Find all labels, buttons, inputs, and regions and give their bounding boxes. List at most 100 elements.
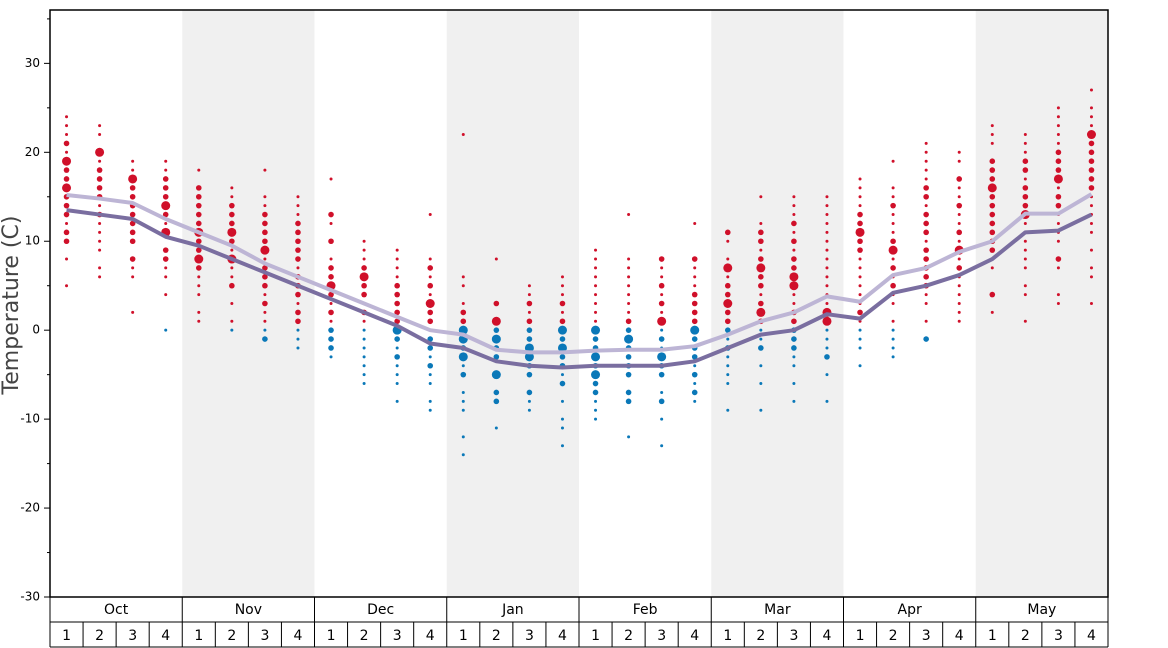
temperature-dot (691, 336, 698, 342)
temperature-dot (888, 245, 898, 255)
temperature-dot (890, 202, 896, 209)
temperature-dot (923, 247, 929, 253)
temperature-dot (924, 150, 928, 154)
temperature-dot (295, 238, 301, 245)
temperature-dot (491, 334, 501, 344)
temperature-dot (691, 318, 698, 325)
temperature-dot (1089, 106, 1093, 110)
week-label: 2 (95, 628, 104, 644)
temperature-dot (295, 318, 301, 325)
temperature-dot (230, 195, 234, 199)
temperature-dot (164, 328, 168, 332)
temperature-dot (458, 352, 468, 362)
temperature-dot (129, 211, 136, 218)
temperature-dot (62, 183, 72, 193)
temperature-dot (1056, 106, 1060, 110)
temperature-dot (691, 256, 698, 262)
temperature-dot (591, 370, 601, 380)
temperature-dot (394, 291, 400, 298)
temperature-dot (625, 398, 632, 405)
temperature-dot (858, 346, 862, 350)
y-tick-label: 30 (25, 56, 40, 70)
temperature-dot (164, 168, 168, 172)
temperature-dot (789, 272, 799, 282)
temperature-dot (691, 354, 698, 360)
temperature-dot (524, 352, 534, 362)
temperature-dot (461, 435, 465, 439)
temperature-dot (1022, 158, 1029, 164)
temperature-dot (924, 302, 928, 305)
temperature-dot (989, 167, 996, 173)
temperature-dot (792, 213, 796, 217)
temperature-dot (858, 284, 862, 288)
temperature-dot (262, 300, 268, 307)
temperature-dot (96, 176, 103, 182)
temperature-dot (1089, 302, 1093, 305)
temperature-dot (362, 364, 366, 368)
temperature-dot (329, 355, 333, 359)
temperature-dot (296, 266, 300, 270)
temperature-dot (524, 343, 534, 353)
temperature-dot (460, 309, 467, 316)
temperature-dot (296, 213, 300, 217)
temperature-dot (957, 284, 961, 288)
temperature-dot (295, 229, 301, 236)
temperature-dot (461, 133, 465, 137)
temperature-dot (957, 239, 961, 243)
temperature-dot (162, 185, 169, 191)
temperature-dot (262, 265, 268, 271)
temperature-dot (65, 284, 69, 288)
temperature-dot (758, 282, 764, 289)
temperature-dot (295, 220, 301, 227)
temperature-dot (759, 382, 763, 386)
temperature-dot (625, 318, 632, 325)
temperature-dot (161, 201, 171, 211)
month-label: Oct (104, 602, 129, 618)
week-label: 1 (988, 628, 997, 644)
temperature-dot (858, 328, 862, 332)
temperature-dot (359, 272, 369, 282)
temperature-dot (1023, 266, 1027, 270)
temperature-dot (164, 293, 168, 297)
temperature-dot (131, 310, 135, 314)
temperature-dot (957, 302, 961, 305)
temperature-dot (1023, 141, 1027, 145)
temperature-dot (195, 211, 202, 218)
temperature-dot (1023, 248, 1027, 252)
temperature-dot (98, 133, 102, 137)
temperature-dot (560, 373, 564, 377)
temperature-dot (627, 213, 631, 217)
temperature-dot (63, 167, 70, 173)
temperature-dot (164, 159, 168, 163)
temperature-dot (526, 318, 533, 325)
temperature-dot (858, 319, 862, 323)
month-shade (711, 10, 844, 597)
temperature-dot (1023, 150, 1027, 154)
temperature-dot (990, 266, 994, 270)
temperature-dot (1023, 221, 1027, 225)
temperature-dot (428, 275, 432, 279)
temperature-dot (691, 371, 698, 378)
temperature-dot (329, 302, 333, 305)
temperature-dot (957, 293, 961, 297)
temperature-dot (427, 362, 434, 369)
temperature-dot (395, 364, 399, 368)
temperature-dot (427, 265, 434, 271)
temperature-dot (63, 211, 70, 218)
temperature-dot (923, 274, 929, 280)
temperature-dot (427, 345, 434, 351)
temperature-dot (825, 399, 829, 403)
temperature-dot (825, 230, 829, 234)
temperature-dot (63, 202, 70, 209)
temperature-dot (625, 327, 632, 333)
temperature-dot (989, 176, 996, 182)
temperature-dot (758, 238, 764, 245)
temperature-dot (858, 266, 862, 270)
temperature-dot (957, 319, 961, 323)
temperature-dot (98, 230, 102, 234)
temperature-dot (690, 325, 700, 335)
temperature-dot (825, 328, 829, 332)
temperature-dot (395, 373, 399, 377)
temperature-dot (527, 399, 531, 403)
temperature-dot (825, 302, 829, 305)
